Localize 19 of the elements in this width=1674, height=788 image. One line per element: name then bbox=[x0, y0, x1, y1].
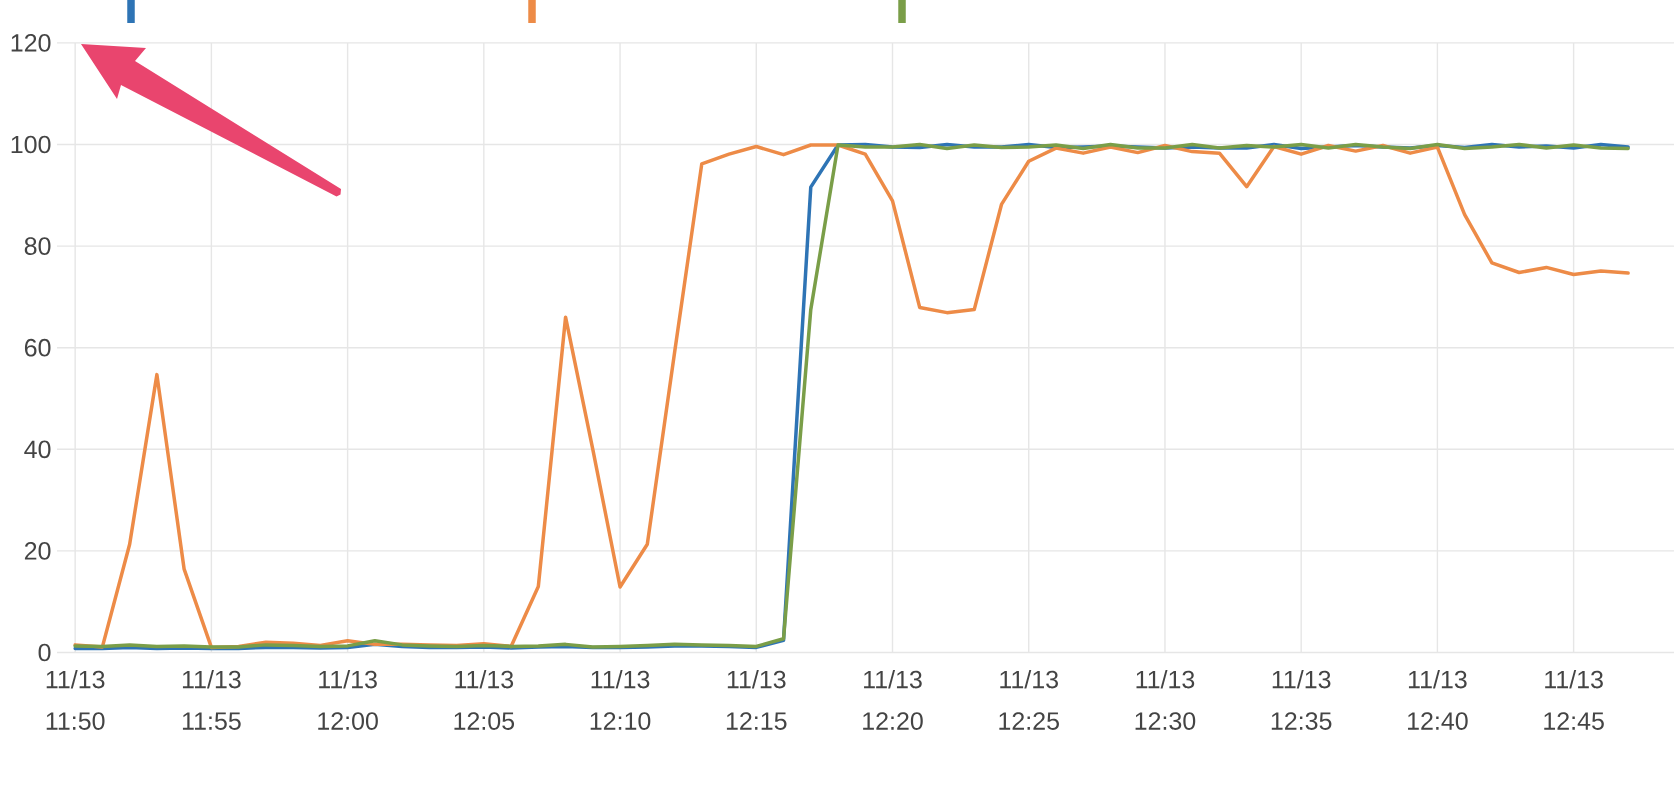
y-tick-label: 60 bbox=[24, 338, 51, 357]
x-tick-label: 11/13 11:50 bbox=[46, 670, 105, 730]
x-tick-label: 11/13 12:40 bbox=[1408, 670, 1468, 730]
y-tick-label: 100 bbox=[11, 135, 51, 154]
x-tick-label: 11/13 12:25 bbox=[999, 670, 1059, 730]
y-tick-label: 0 bbox=[38, 643, 51, 662]
x-tick-label: 11/13 11:55 bbox=[182, 670, 241, 730]
x-tick-label: 11/13 12:20 bbox=[863, 670, 923, 730]
y-tick-label: 120 bbox=[11, 34, 51, 52]
y-tick-label: 20 bbox=[24, 542, 51, 560]
x-tick-label: 11/13 12:00 bbox=[318, 670, 378, 730]
x-tick-label: 11/13 12:15 bbox=[726, 670, 787, 730]
x-tick-label: 11/13 12:30 bbox=[1135, 670, 1196, 730]
x-tick-label: 11/13 12:10 bbox=[590, 670, 651, 730]
y-tick-label: 40 bbox=[24, 440, 51, 459]
x-tick-label: 11/13 12:35 bbox=[1271, 670, 1332, 730]
x-tick-label: 11/13 12:45 bbox=[1544, 670, 1604, 730]
x-tick-label: 11/13 12:05 bbox=[454, 670, 515, 730]
y-tick-label: 80 bbox=[24, 237, 51, 255]
